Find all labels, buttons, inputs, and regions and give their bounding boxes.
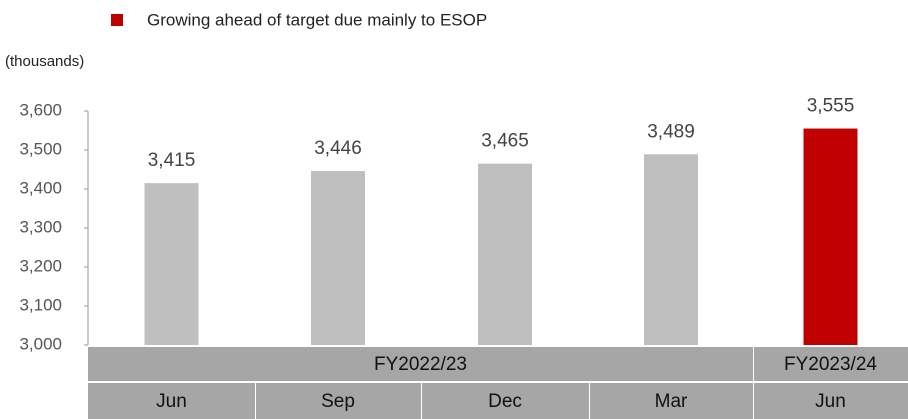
x-tick-label: Sep bbox=[321, 391, 355, 412]
y-tick-label: 3,000 bbox=[19, 334, 62, 353]
y-tick-label: 3,500 bbox=[19, 139, 62, 158]
value-label: 3,555 bbox=[807, 96, 855, 117]
category-cell bbox=[256, 383, 421, 419]
x-tick-label: Mar bbox=[655, 391, 688, 412]
fiscal-year-label: FY2022/23 bbox=[374, 354, 467, 375]
fiscal-year-label: FY2023/24 bbox=[784, 354, 877, 375]
legend-label: Growing ahead of target due mainly to ES… bbox=[147, 10, 487, 29]
bar bbox=[644, 154, 698, 345]
y-tick-label: 3,200 bbox=[19, 256, 62, 275]
fiscal-year-cell bbox=[754, 347, 908, 381]
bar bbox=[311, 171, 365, 345]
value-label: 3,446 bbox=[314, 138, 362, 159]
y-tick-label: 3,300 bbox=[19, 217, 62, 236]
category-cell bbox=[754, 383, 908, 419]
y-tick-label: 3,400 bbox=[19, 178, 62, 197]
category-cell bbox=[590, 383, 753, 419]
fiscal-year-cell bbox=[88, 347, 753, 381]
bar bbox=[478, 163, 532, 345]
x-tick-label: Dec bbox=[488, 391, 522, 412]
bar bbox=[803, 128, 858, 345]
category-cell bbox=[422, 383, 589, 419]
legend-swatch bbox=[111, 14, 123, 26]
y-tick-label: 3,600 bbox=[19, 100, 62, 119]
y-tick-label: 3,100 bbox=[19, 295, 62, 314]
unit-label: (thousands) bbox=[5, 53, 84, 70]
value-label: 3,465 bbox=[481, 131, 529, 152]
value-label: 3,489 bbox=[647, 121, 695, 142]
value-label: 3,415 bbox=[148, 150, 196, 171]
x-tick-label: Jun bbox=[815, 391, 846, 412]
category-cell bbox=[88, 383, 255, 419]
x-tick-label: Jun bbox=[156, 391, 187, 412]
bar bbox=[144, 183, 199, 345]
